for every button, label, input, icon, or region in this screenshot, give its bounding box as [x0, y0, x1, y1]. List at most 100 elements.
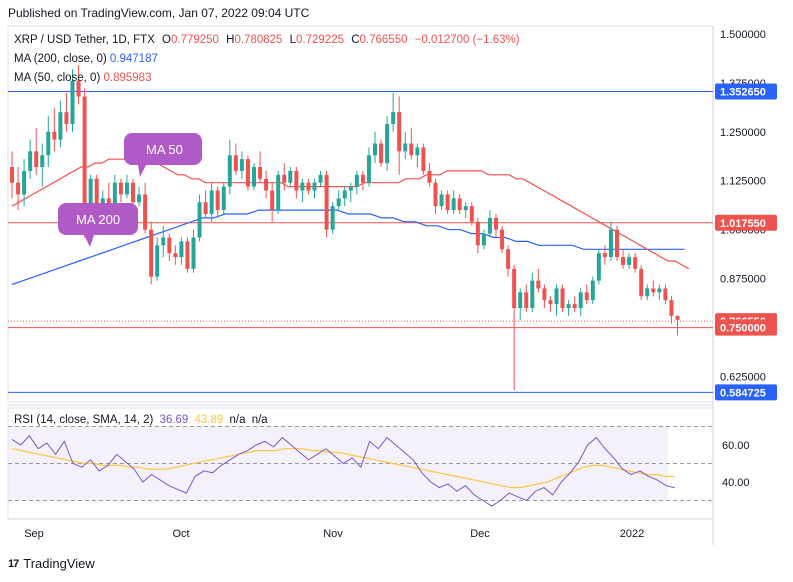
- candle-body: [663, 288, 668, 301]
- candle-body: [149, 229, 154, 277]
- candle-body: [197, 202, 202, 238]
- candle-body: [82, 96, 87, 214]
- candle-body: [354, 174, 359, 187]
- candle-body: [675, 315, 680, 320]
- candle-body: [64, 112, 69, 124]
- candle-body: [342, 190, 347, 199]
- candle-body: [433, 182, 438, 207]
- candle-body: [300, 182, 305, 191]
- x-tick-label: 2022: [620, 528, 644, 540]
- candle-body: [481, 233, 486, 246]
- candle-body: [88, 178, 93, 214]
- candle-body: [185, 241, 190, 269]
- candle-body: [330, 206, 335, 230]
- candle-body: [10, 167, 14, 183]
- rsi-sma-line: [11, 448, 675, 489]
- candle-body: [209, 190, 214, 214]
- candle-body: [397, 112, 402, 152]
- candle-body: [379, 143, 384, 164]
- candle-body: [227, 155, 232, 187]
- candle-body: [203, 202, 208, 214]
- candle-body: [554, 288, 559, 305]
- rsi-tick-label: 60.00: [722, 440, 750, 452]
- price-label-text: 0.750000: [720, 323, 766, 335]
- candle-body: [506, 249, 511, 269]
- x-tick-label: Dec: [470, 528, 490, 540]
- candle-body: [282, 174, 287, 183]
- x-tick-label: Sep: [24, 528, 44, 540]
- candle-body: [252, 167, 256, 187]
- candle-body: [518, 292, 523, 308]
- candle-body: [276, 174, 281, 211]
- candle-body: [445, 194, 450, 211]
- candle-body: [76, 80, 81, 97]
- candle-body: [215, 190, 220, 211]
- candle-body: [233, 155, 238, 171]
- legend-ma200: MA (200, close, 0) 0.947187: [14, 53, 158, 65]
- price-label-text: 0.584725: [720, 387, 766, 399]
- candle-body: [584, 292, 589, 301]
- candle-body: [245, 159, 250, 187]
- candle-body: [657, 288, 662, 293]
- candle-body: [373, 143, 377, 156]
- price-tick-label: 1.125000: [720, 176, 766, 188]
- candle-body: [469, 206, 474, 222]
- candle-body: [451, 198, 456, 211]
- legend-rsi-sma-value: 43.89: [194, 414, 224, 426]
- candle-body: [560, 288, 565, 308]
- callout-ma200-text: MA 200: [76, 212, 120, 227]
- candle-body: [137, 194, 142, 203]
- candle-body: [500, 229, 505, 250]
- candle-body: [548, 300, 553, 305]
- candle-body: [409, 143, 414, 156]
- price-tick-label: 0.625000: [720, 372, 766, 384]
- candle-body: [294, 170, 299, 191]
- candle-body: [124, 182, 129, 195]
- legend-low: 0.729225: [296, 34, 345, 46]
- candle-body: [596, 253, 601, 281]
- price-tick-label: 1.250000: [720, 127, 766, 139]
- price-label-box: [715, 319, 777, 336]
- callout-ma50-text: MA 50: [146, 142, 183, 157]
- candle-body: [258, 167, 263, 179]
- candle-body: [288, 170, 293, 183]
- candle-body: [161, 237, 166, 246]
- price-label-box: [715, 384, 777, 401]
- candle-body: [179, 241, 184, 258]
- candle-body: [360, 174, 365, 183]
- rsi-tick-label: 40.00: [722, 477, 750, 489]
- candle-body: [40, 155, 45, 167]
- candle-body: [336, 198, 341, 207]
- x-tick-label: Oct: [172, 528, 189, 540]
- candle-body: [487, 217, 492, 234]
- candle-body: [669, 300, 674, 316]
- candle-body: [191, 237, 196, 269]
- candle-body: [155, 245, 160, 277]
- candle-body: [58, 112, 63, 140]
- candle-body: [578, 292, 583, 308]
- footer-brand: TradingView: [23, 556, 95, 571]
- candle-body: [615, 229, 619, 258]
- candle-body: [28, 151, 33, 171]
- candle-body: [457, 198, 462, 211]
- candle-body: [312, 182, 317, 191]
- candle-body: [512, 268, 517, 308]
- published-header: Published on TradingView.com, Jan 07, 20…: [8, 6, 310, 20]
- candle-body: [494, 217, 498, 230]
- price-label-box: [715, 83, 777, 100]
- candle-body: [645, 288, 650, 297]
- price-label-text: 1.352650: [720, 87, 766, 99]
- footer: 17 TradingView: [8, 556, 95, 571]
- candle-body: [627, 257, 632, 265]
- candle-body: [385, 123, 390, 164]
- candle-body: [524, 292, 529, 308]
- ma200-line: [11, 209, 685, 286]
- legend-ma50-value: 0.895983: [103, 72, 152, 84]
- candle-body: [118, 182, 123, 195]
- candle-body: [566, 304, 571, 308]
- candle-body: [530, 280, 535, 308]
- candle-body: [94, 178, 99, 211]
- price-tick-label: 0.875000: [720, 274, 766, 286]
- candle-body: [439, 194, 444, 207]
